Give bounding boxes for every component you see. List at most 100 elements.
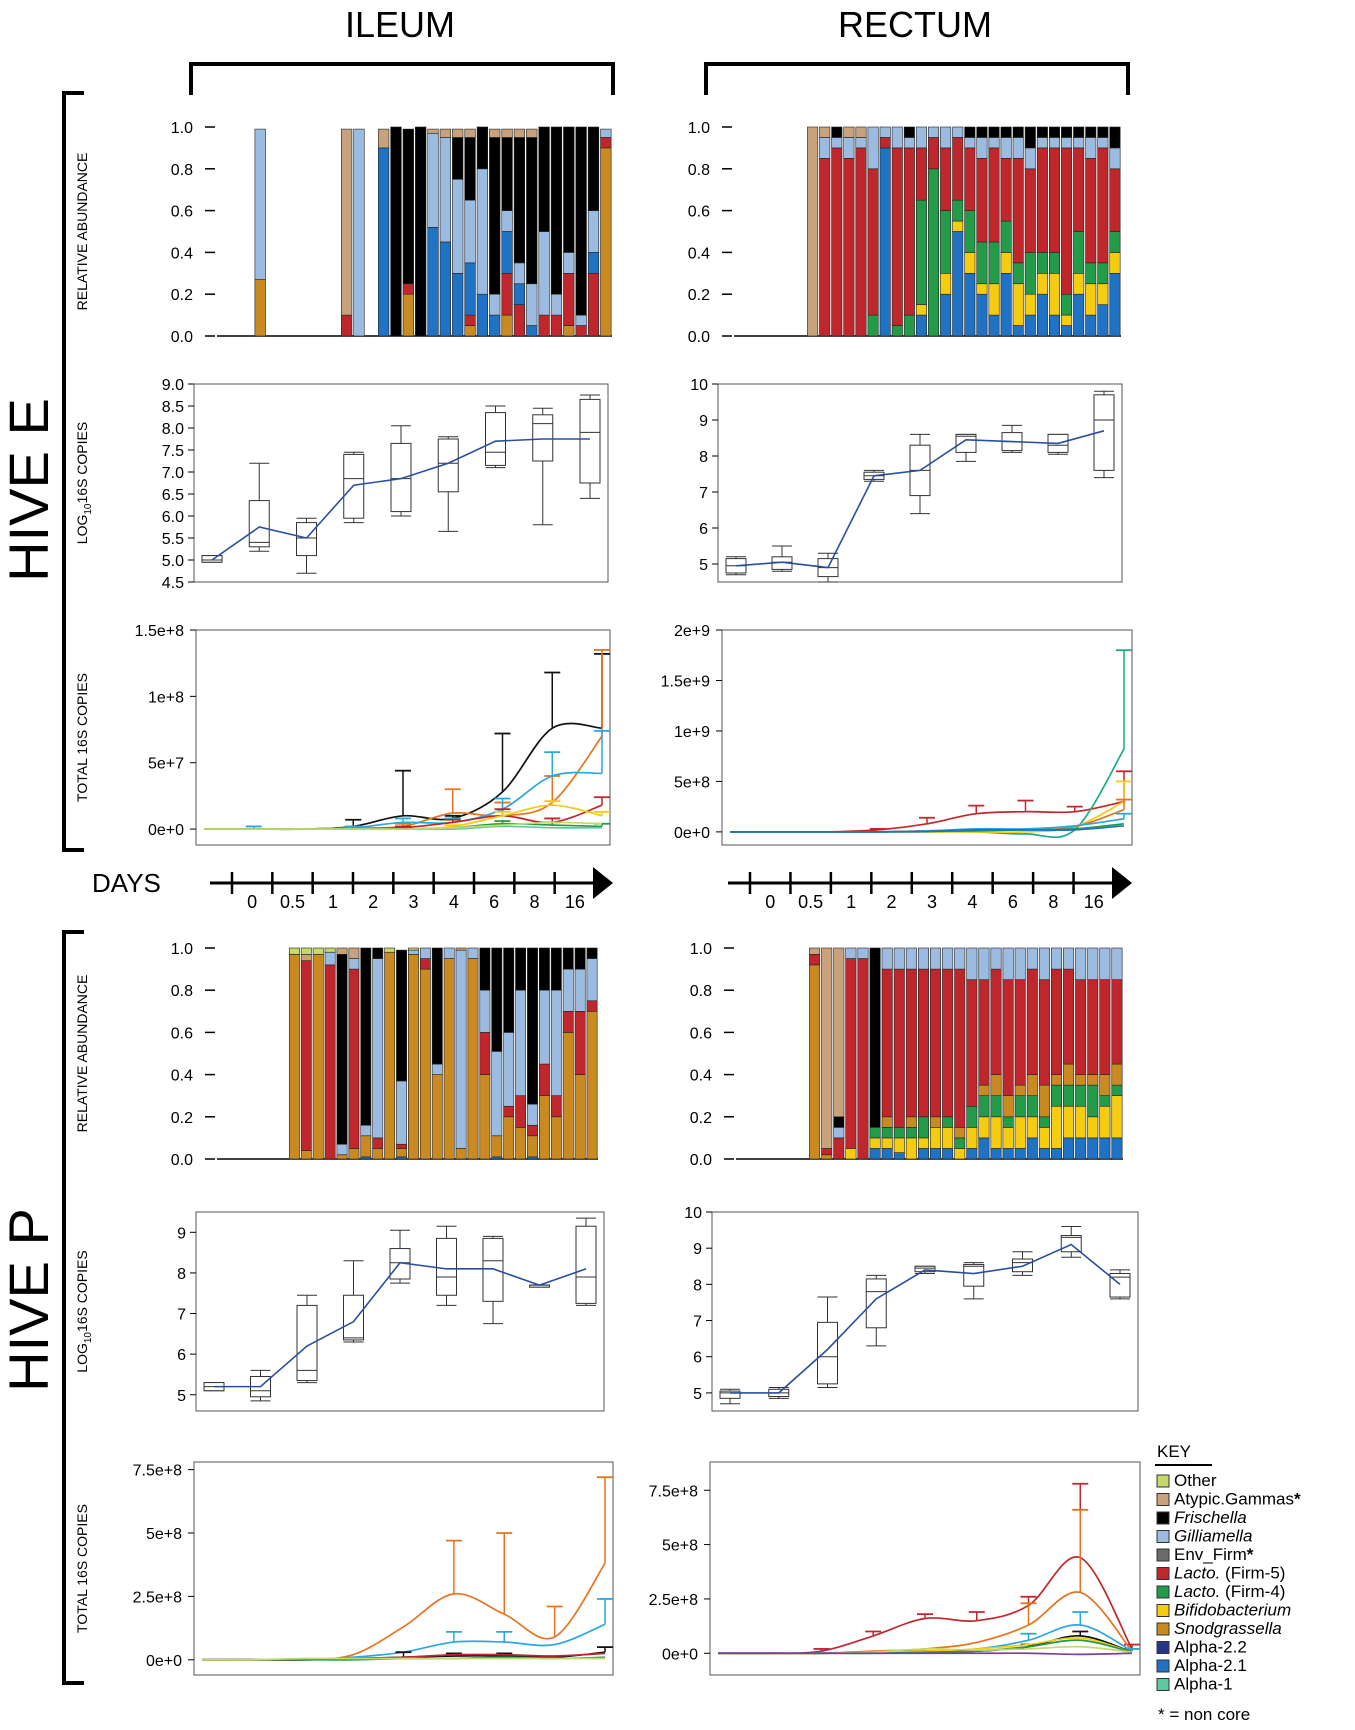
bar-segment — [881, 1148, 893, 1160]
days-axis-arrowhead — [1112, 867, 1132, 899]
bar-segment — [1099, 1095, 1111, 1107]
bar-segment — [954, 1148, 966, 1160]
y-tick-label: 0.4 — [171, 1068, 193, 1085]
bar-segment — [1099, 979, 1111, 1075]
y-tick-label: 7 — [699, 485, 708, 502]
bar-segment — [881, 1137, 893, 1149]
bar-segment — [1085, 262, 1097, 285]
y-tick-label: 0.8 — [688, 162, 710, 179]
bar-segment — [1087, 1116, 1099, 1139]
bar-segment — [1099, 1137, 1111, 1160]
bar-segment — [964, 137, 976, 149]
bar-segment — [1061, 314, 1073, 326]
bar-segment — [1026, 947, 1038, 970]
total-copies-chart-hiveP-ileum-total: TOTAL 16S COPIES 0e+0 2.5e+8 5e+8 7.5e+8 — [74, 1461, 614, 1676]
bar-segment — [408, 954, 419, 1160]
bar-segment — [550, 293, 563, 316]
bar-segment — [312, 947, 324, 955]
bar-segment — [538, 126, 550, 232]
bar-segment — [360, 1156, 372, 1160]
y-tick-label: 6.0 — [162, 509, 184, 526]
y-tick-label: 1.0 — [171, 120, 193, 137]
bar-segment — [954, 1137, 966, 1149]
bar-segment — [1036, 252, 1048, 274]
bar-segment — [1111, 947, 1123, 980]
y-tick-label: 5.5 — [162, 531, 184, 548]
y-tick-label: 0.2 — [171, 1110, 193, 1127]
bar-segment — [869, 1148, 881, 1160]
bar-segment — [491, 947, 503, 1052]
bar-segment — [1000, 272, 1012, 337]
y-tick-label: 0.2 — [171, 287, 193, 304]
box — [201, 555, 223, 563]
bar-segment — [1111, 1095, 1123, 1139]
median-trend-line — [214, 1261, 587, 1388]
bar-segment — [1012, 283, 1024, 326]
bar-segment — [833, 947, 845, 1118]
bar-segment — [988, 241, 1000, 285]
bar-segment — [467, 947, 479, 959]
bar-segment — [964, 147, 976, 211]
days-tick-label: 3 — [408, 892, 418, 912]
bar-segment — [587, 210, 600, 253]
bar-segment — [831, 126, 843, 138]
bar-segment — [833, 1137, 845, 1160]
legend-noncore-star: * — [1294, 1490, 1301, 1509]
bar-segment — [513, 304, 526, 337]
bar-segment — [563, 252, 575, 274]
bar-segment — [489, 314, 501, 337]
bar-segment — [1036, 272, 1048, 295]
days-axis-ileum: 0 0.5 1 2 3 4 6 8 16 — [210, 867, 613, 912]
bar-segment — [489, 293, 501, 316]
legend-label-italic: Lacto. — [1174, 1582, 1220, 1601]
bar-segment — [574, 1010, 586, 1075]
bar-segment — [348, 947, 360, 959]
median-trend-line — [211, 438, 590, 561]
bar-segment — [1012, 262, 1024, 285]
y-tick-label: 0e+0 — [148, 822, 184, 839]
bar-segment — [527, 1124, 538, 1137]
bar-segment — [491, 1156, 503, 1160]
series-line — [203, 821, 603, 831]
bar-segment — [954, 968, 966, 1128]
bar-segment — [966, 1127, 978, 1149]
y-tick-label: 7 — [177, 1307, 186, 1324]
bar-segment — [527, 1156, 538, 1160]
bar-segment — [336, 1154, 348, 1160]
bar-segment — [869, 1137, 881, 1149]
bar-segment — [503, 1116, 515, 1160]
bar-segment — [476, 168, 488, 295]
bar-segment — [869, 947, 881, 1128]
bar-segment — [879, 137, 891, 149]
bar-segment — [940, 210, 952, 274]
bar-segment — [1050, 947, 1062, 970]
bar-segment — [538, 231, 550, 316]
bar-segment — [515, 1095, 527, 1128]
y-tick-label: 0.8 — [690, 983, 712, 1000]
bar-segment — [930, 968, 942, 1118]
box — [914, 1265, 936, 1273]
y-axis-label-log: LOG — [74, 1343, 90, 1373]
bar-segment — [550, 314, 563, 337]
bar-segment — [539, 1063, 550, 1097]
legend-title: KEY — [1157, 1442, 1191, 1461]
bar-segment — [1014, 979, 1026, 1086]
bar-segment — [1014, 1084, 1026, 1097]
bar-segment — [1026, 1116, 1038, 1139]
bar-segment — [930, 947, 942, 970]
stacked-bar-chart-hiveP-ileum-relative: RELATIVE ABUNDANCE 0.0 0.2 0.4 0.6 0.8 1.0 — [74, 941, 598, 1169]
bar-segment — [562, 968, 574, 1012]
bar-segment — [1012, 158, 1024, 264]
y-tick-label: 0.6 — [171, 1025, 193, 1042]
bar-segment — [917, 1137, 929, 1149]
bar-segment — [527, 1135, 538, 1158]
bar-segment — [905, 1137, 917, 1160]
bar-segment — [845, 1148, 857, 1160]
bar-segment — [966, 947, 978, 980]
y-tick-label: 0.2 — [688, 287, 710, 304]
y-tick-label: 1.0 — [171, 941, 193, 958]
bar-segment — [845, 947, 857, 959]
days-tick-label: 8 — [1048, 892, 1058, 912]
y-tick-label: 6.5 — [162, 487, 184, 504]
legend-noncore-note: * = non core — [1158, 1705, 1250, 1724]
